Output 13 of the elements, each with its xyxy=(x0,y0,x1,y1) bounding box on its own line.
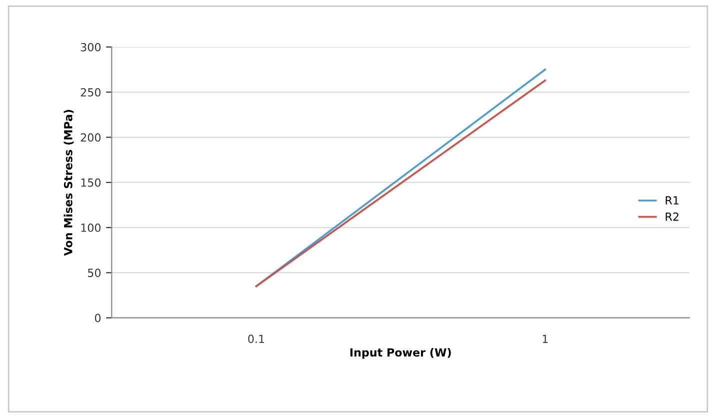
y-tick-label: 150 xyxy=(81,178,101,187)
y-tick-label: 50 xyxy=(88,268,101,278)
y-axis-title: Von Mises Stress (MPa) xyxy=(64,110,74,256)
x-tick-label: 0.1 xyxy=(248,334,264,344)
y-tick-label: 100 xyxy=(81,224,101,232)
x-axis-title: Input Power (W) xyxy=(350,348,451,359)
legend-label: R2 xyxy=(666,212,678,221)
legend-label: R1 xyxy=(666,196,678,204)
x-tick-label: 1 xyxy=(542,334,548,343)
y-tick-label: 300 xyxy=(80,42,101,52)
y-tick-label: 200 xyxy=(80,133,101,142)
y-tick-label: 250 xyxy=(80,88,101,97)
y-tick-label: 0 xyxy=(94,314,101,322)
